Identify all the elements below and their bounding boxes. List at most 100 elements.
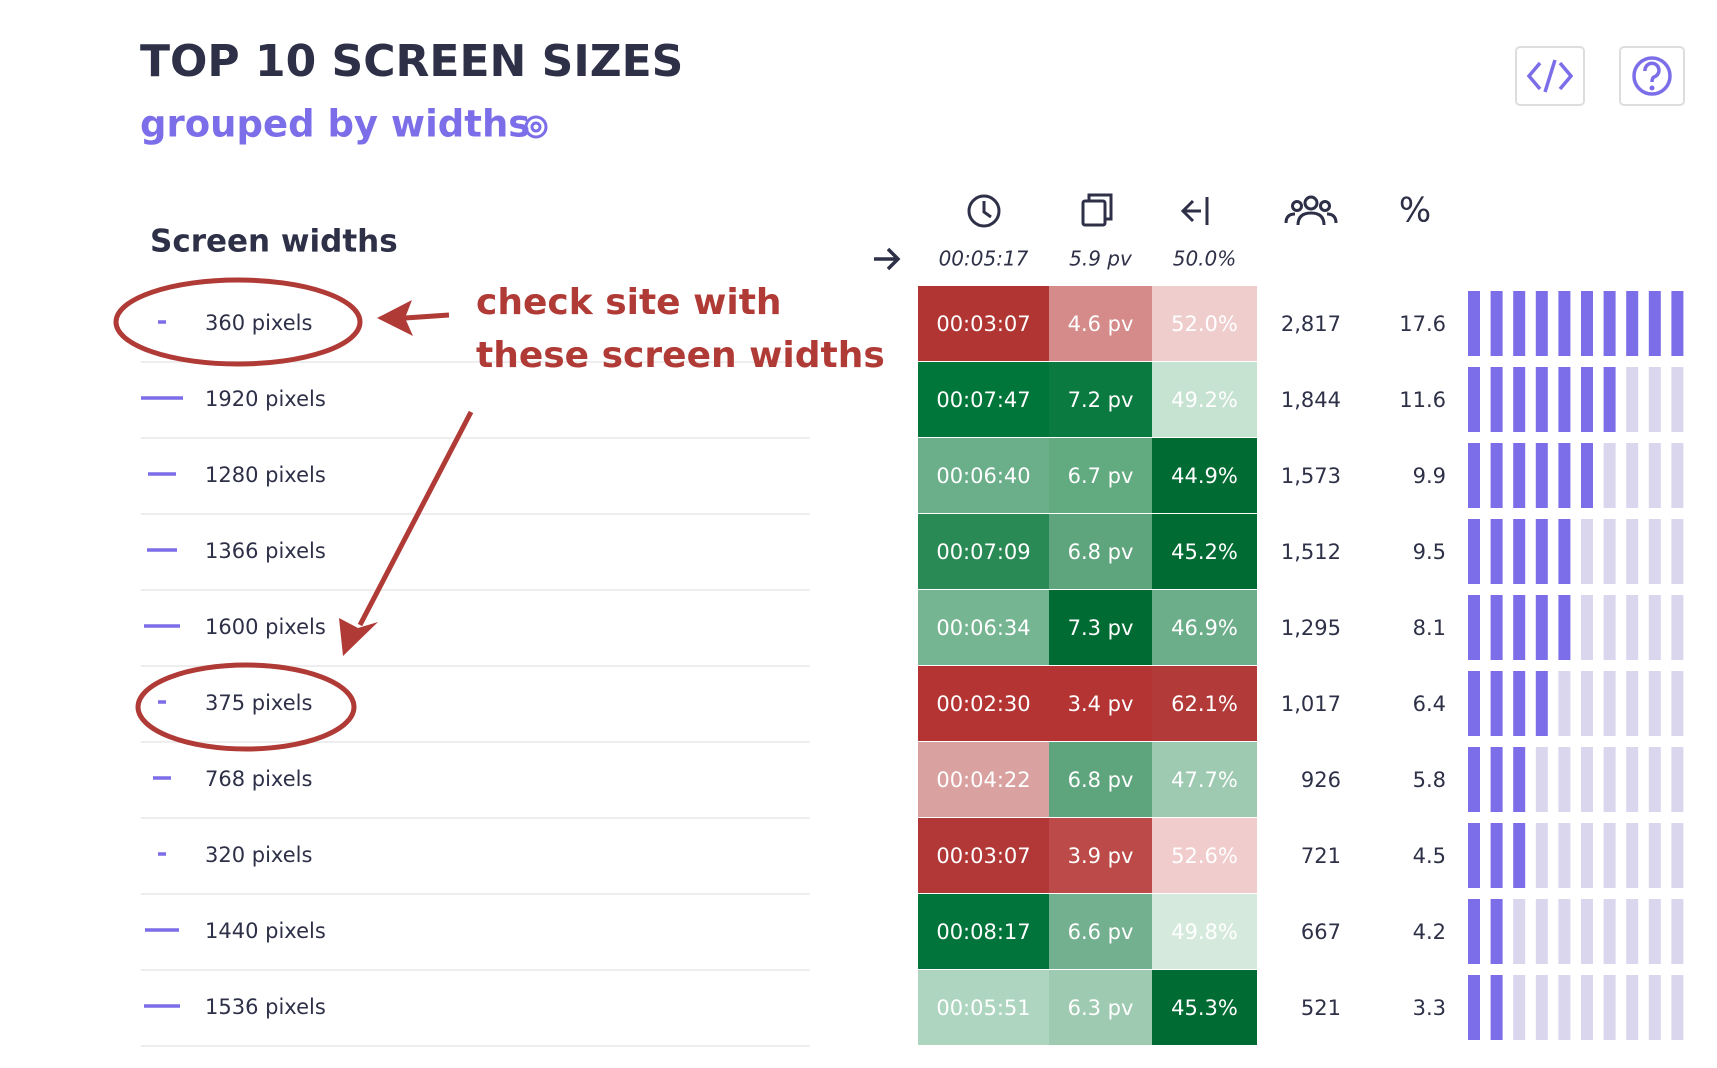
visitors: 1,512: [1281, 540, 1341, 564]
heat-cell-text: 46.9%: [1171, 616, 1238, 640]
annotation-arrowhead: [339, 618, 378, 656]
share-bar-segment: [1535, 823, 1548, 888]
share-bar-segment: [1513, 367, 1526, 432]
share-bar-segment: [1535, 747, 1548, 812]
heat-cell: [1152, 666, 1257, 741]
heat-cell-text: 62.1%: [1171, 692, 1238, 716]
heat-cell-text: 3.9 pv: [1068, 844, 1134, 868]
visitors: 721: [1301, 844, 1341, 868]
share-bar-segment: [1513, 519, 1526, 584]
heat-cell: [918, 970, 1049, 1045]
percent: 6.4: [1413, 692, 1446, 716]
highlight-ellipse: [135, 662, 357, 752]
heat-cell: [918, 286, 1049, 361]
share-bar-segment: [1513, 443, 1526, 508]
share-bar-segment: [1581, 899, 1593, 964]
heat-cell: [1049, 438, 1152, 513]
sort-arrow[interactable]: [874, 247, 901, 271]
share-bar-segment: [1603, 595, 1616, 660]
row-label: 1366 pixels: [205, 539, 326, 563]
heat-cell: [1049, 970, 1152, 1045]
share-bar-segment: [1648, 367, 1661, 432]
share-bar-segment: [1581, 367, 1593, 432]
share-bar-segment: [1581, 443, 1593, 508]
heat-cell: [918, 362, 1049, 437]
percent: 5.8: [1413, 768, 1446, 792]
column-average: 5.9 pv: [1069, 247, 1133, 271]
heat-cell-text: 00:03:07: [936, 844, 1030, 868]
share-bar-segment: [1558, 367, 1571, 432]
percent-header: %: [1399, 191, 1431, 231]
share-bar-segment: [1603, 823, 1616, 888]
share-bar-segment: [1671, 595, 1684, 660]
heat-cell-text: 00:07:47: [936, 388, 1030, 412]
row-label: 375 pixels: [205, 691, 312, 715]
percent: 4.5: [1413, 844, 1446, 868]
share-bar-segment: [1581, 747, 1593, 812]
heat-cell-text: 00:02:30: [936, 692, 1030, 716]
column-average: 00:05:17: [939, 247, 1029, 271]
share-bar-segment: [1490, 671, 1503, 736]
share-bar-segment: [1603, 291, 1616, 356]
heat-cell-text: 00:03:07: [936, 312, 1030, 336]
share-bar-segment: [1626, 519, 1639, 584]
visitors: 926: [1301, 768, 1341, 792]
visitors: 1,573: [1281, 464, 1341, 488]
heat-cell: [1049, 362, 1152, 437]
heat-cell: [1049, 742, 1152, 817]
row-label: 1536 pixels: [205, 995, 326, 1019]
share-bar-segment: [1535, 671, 1548, 736]
column-icons: [967, 193, 1338, 228]
share-bar-segment: [1535, 519, 1548, 584]
share-bar-segment: [1581, 291, 1593, 356]
share-bar-segment: [1513, 671, 1526, 736]
visitors: 2,817: [1281, 312, 1341, 336]
share-bar-segment: [1558, 443, 1571, 508]
heat-cell: [1152, 514, 1257, 589]
heat-cell-text: 52.0%: [1171, 312, 1238, 336]
annotation-text: these screen widths: [476, 335, 885, 376]
row-label: 1920 pixels: [205, 387, 326, 411]
share-bar-segment: [1626, 443, 1639, 508]
annotation-text: check site with: [476, 282, 782, 323]
column-average: 50.0%: [1173, 247, 1237, 271]
share-bar-segment: [1648, 747, 1661, 812]
share-bar-segment: [1581, 595, 1593, 660]
heat-cell: [1049, 514, 1152, 589]
row-label: 1280 pixels: [205, 463, 326, 487]
heat-cell-text: 00:06:40: [936, 464, 1030, 488]
share-bar-segment: [1490, 823, 1503, 888]
heat-cell: [1152, 286, 1257, 361]
percent: 8.1: [1413, 616, 1446, 640]
settings-icon[interactable]: [524, 115, 548, 139]
heat-cell: [1152, 742, 1257, 817]
annotation-arrow: [357, 410, 474, 627]
heat-cell-text: 00:06:34: [936, 616, 1030, 640]
heat-cell-text: 45.2%: [1171, 540, 1238, 564]
heat-cell-text: 00:07:09: [936, 540, 1030, 564]
share-bar-segment: [1603, 443, 1616, 508]
help-button[interactable]: [1619, 46, 1685, 106]
share-bar-segment: [1468, 975, 1480, 1040]
heat-cell: [918, 742, 1049, 817]
share-bar-segment: [1513, 291, 1526, 356]
heat-cell-text: 47.7%: [1171, 768, 1238, 792]
share-bar-segment: [1558, 975, 1571, 1040]
share-bar-segment: [1671, 671, 1684, 736]
share-bar-segment: [1671, 443, 1684, 508]
heat-cell-text: 00:05:51: [936, 996, 1030, 1020]
embed-button[interactable]: [1515, 46, 1585, 106]
share-bar-segment: [1671, 291, 1684, 356]
share-bar-segment: [1648, 519, 1661, 584]
share-bar-segment: [1671, 975, 1684, 1040]
share-bar-segment: [1581, 519, 1593, 584]
percent: 11.6: [1399, 388, 1446, 412]
share-bar-segment: [1626, 671, 1639, 736]
share-bar-segment: [1671, 899, 1684, 964]
share-bar-segment: [1626, 975, 1639, 1040]
heat-cell: [1152, 362, 1257, 437]
heat-cell-text: 49.8%: [1171, 920, 1238, 944]
share-bar-segment: [1535, 291, 1548, 356]
visitors: 1,844: [1281, 388, 1341, 412]
share-bar-segment: [1671, 367, 1684, 432]
